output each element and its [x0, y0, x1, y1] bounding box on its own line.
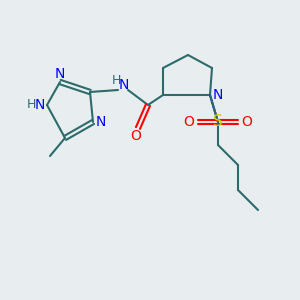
Text: H: H — [26, 98, 36, 112]
Text: N: N — [96, 115, 106, 129]
Text: O: O — [242, 115, 252, 129]
Text: O: O — [184, 115, 194, 129]
Text: N: N — [119, 78, 129, 92]
Text: N: N — [55, 67, 65, 81]
Text: O: O — [130, 129, 141, 143]
Text: N: N — [213, 88, 223, 102]
Text: S: S — [213, 115, 223, 130]
Text: N: N — [35, 98, 45, 112]
Text: H: H — [111, 74, 121, 88]
